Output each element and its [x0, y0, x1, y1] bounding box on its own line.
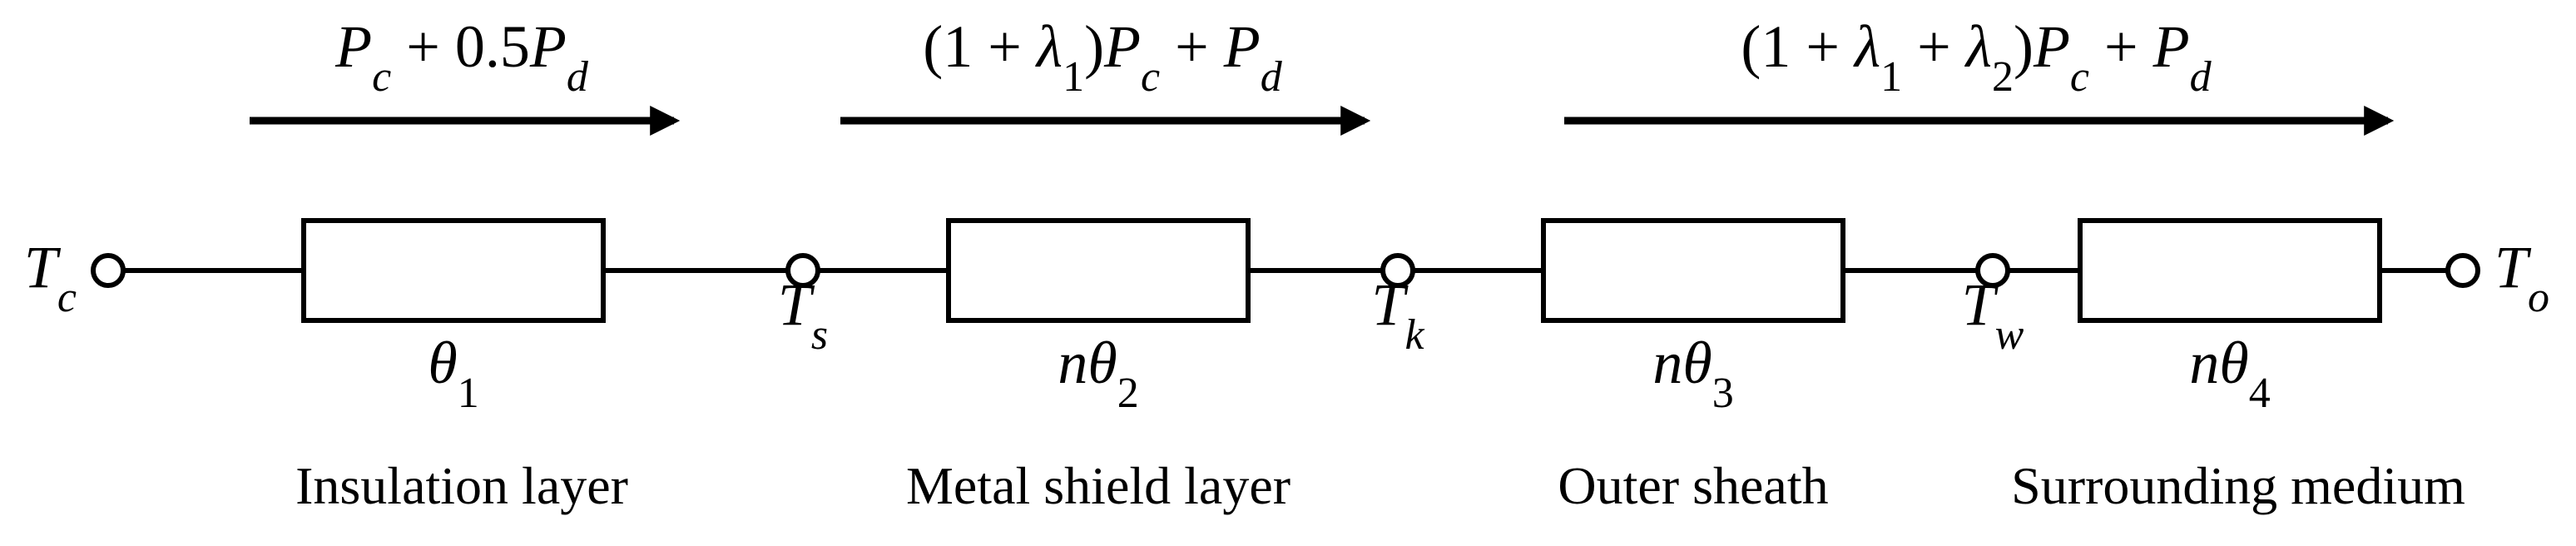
resistor-label: nθ2	[1058, 330, 1138, 417]
resistor-box	[949, 221, 1248, 320]
resistor-label: θ1	[428, 330, 478, 417]
flow-label: (1 + λ1 + λ2)Pc + Pd	[1741, 13, 2212, 101]
section-label: Surrounding medium	[2011, 456, 2465, 515]
resistor-box	[2080, 221, 2380, 320]
node-label: Tw	[1962, 271, 2024, 359]
section-label: Outer sheath	[1558, 456, 1828, 515]
flow-label: (1 + λ1)Pc + Pd	[923, 13, 1282, 101]
node-label: Tc	[24, 234, 77, 321]
node-terminal	[93, 256, 123, 285]
section-label: Insulation layer	[295, 456, 628, 515]
resistor-label: nθ3	[1652, 330, 1733, 417]
resistor-box	[1543, 221, 1843, 320]
flow-label: Pc + 0.5Pd	[334, 13, 589, 101]
resistor-label: nθ4	[2189, 330, 2270, 417]
node-label: Tk	[1371, 271, 1424, 359]
thermal-ladder-diagram: θ1 nθ2 nθ3 nθ4 Tc Ts Tk Tw To Pc + 0.5Pd (1 + λ1)P…	[0, 0, 2576, 546]
section-label: Metal shield layer	[906, 456, 1290, 515]
node-label: Ts	[778, 271, 828, 359]
node-label: To	[2494, 234, 2549, 321]
resistor-box	[304, 221, 603, 320]
node-terminal	[2448, 256, 2478, 285]
